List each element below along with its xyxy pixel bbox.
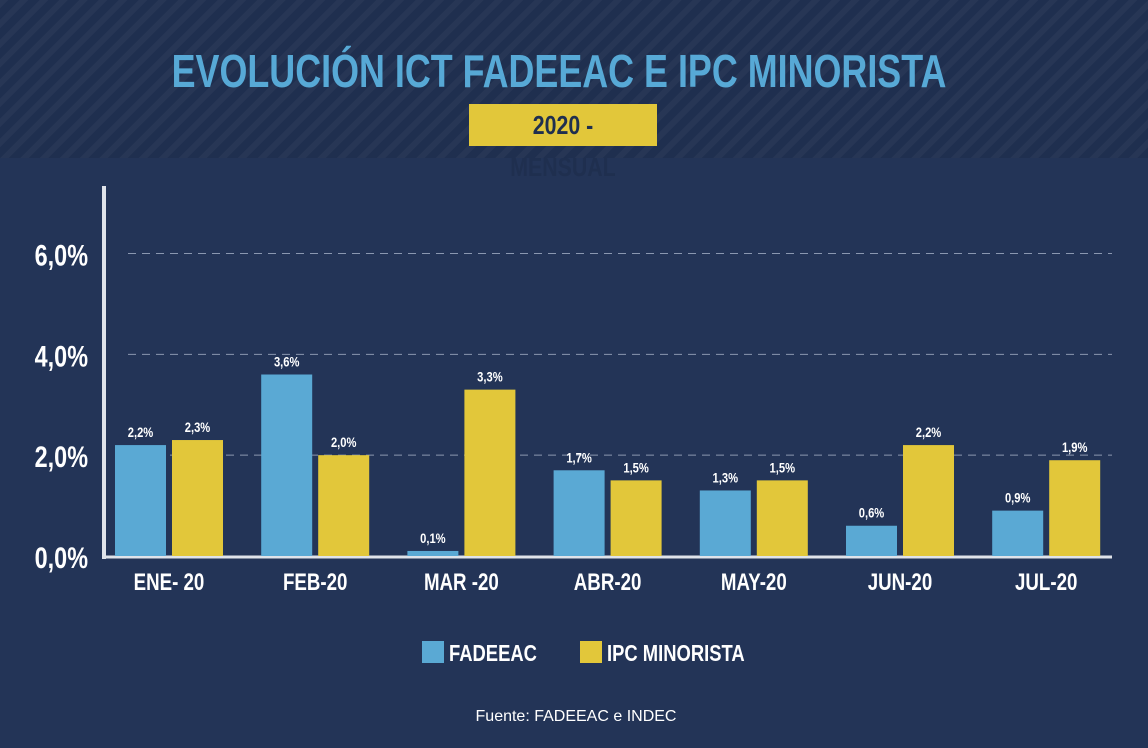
y-tick-label: 0,0% <box>35 541 88 574</box>
bar-fadeeac <box>407 550 459 556</box>
data-label: 0,1% <box>420 531 445 546</box>
legend-label-ipc-minorista: IPC MINORISTA <box>607 640 745 666</box>
chart-subtitle: 2020 - MENSUAL <box>510 110 616 182</box>
bar-ipc-minorista <box>172 440 223 556</box>
source-note: Fuente: FADEEAC e INDEC <box>475 708 677 725</box>
header-band <box>0 0 1148 158</box>
bar-fadeeac <box>699 490 751 556</box>
chart-subtitle-badge: 2020 - MENSUAL <box>469 104 657 182</box>
bar-ipc-minorista <box>756 480 808 556</box>
data-label: 1,9% <box>1062 440 1087 455</box>
bar-ipc-minorista <box>464 389 516 556</box>
legend-swatch-fadeeac <box>422 641 444 663</box>
data-label: 1,5% <box>623 460 648 475</box>
legend-swatch-ipc-minorista <box>580 641 602 663</box>
bar-ipc-minorista <box>903 445 954 556</box>
bar-chart: 0,0% 2,0% 4,0% 6,0% 2,2% 2,3% ENE- 20 3,6% 2,0% F… <box>35 186 1112 596</box>
legend-label-fadeeac: FADEEAC <box>449 640 537 666</box>
x-tick-label: MAR -20 <box>424 569 499 596</box>
bar-ipc-minorista <box>318 455 370 556</box>
x-tick-label: FEB-20 <box>283 569 348 596</box>
data-label: 1,3% <box>713 470 738 485</box>
data-label: 2,3% <box>185 420 210 435</box>
x-tick-label: JUL-20 <box>1015 569 1077 596</box>
bar-ipc-minorista <box>610 480 662 556</box>
y-tick-label: 6,0% <box>35 239 88 272</box>
data-label: 2,2% <box>128 425 153 440</box>
y-tick-label: 4,0% <box>35 340 88 373</box>
chart-title: EVOLUCIÓN ICT FADEEAC E IPC MINORISTA <box>171 45 947 97</box>
x-tick-label: ABR-20 <box>574 569 642 596</box>
data-label: 0,6% <box>859 506 884 521</box>
data-label: 1,7% <box>566 450 591 465</box>
data-label: 0,9% <box>1005 490 1030 505</box>
bar-fadeeac <box>553 470 605 556</box>
x-tick-label: MAY-20 <box>721 569 787 596</box>
y-tick-label: 2,0% <box>35 440 88 473</box>
data-label: 2,0% <box>331 435 356 450</box>
bar-fadeeac <box>261 374 313 556</box>
data-label: 3,3% <box>477 369 502 384</box>
x-tick-label: ENE- 20 <box>134 569 205 596</box>
bar-fadeeac <box>846 525 897 556</box>
data-label: 3,6% <box>274 354 299 369</box>
data-label: 2,2% <box>916 425 941 440</box>
x-tick-label: JUN-20 <box>868 569 933 596</box>
bar-ipc-minorista <box>1049 460 1101 556</box>
bar-fadeeac <box>115 445 166 556</box>
data-label: 1,5% <box>770 460 795 475</box>
bar-fadeeac <box>992 510 1044 556</box>
